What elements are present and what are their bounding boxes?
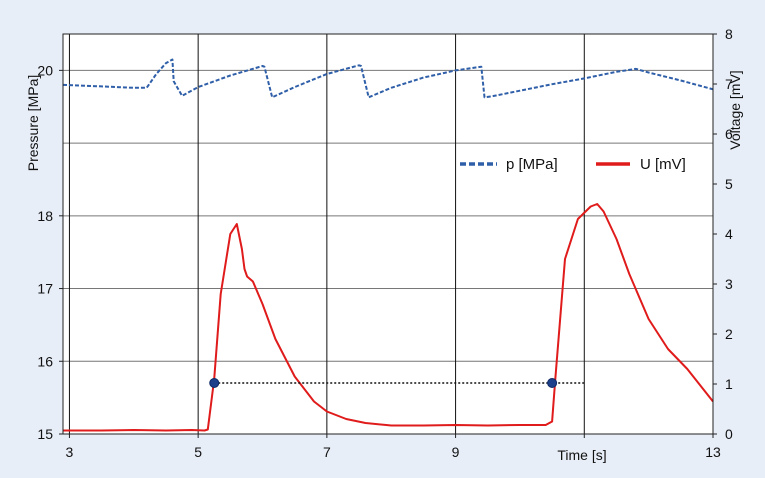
plot-area — [63, 34, 713, 434]
y-right-tick-label: 7 — [725, 76, 733, 92]
y-left-tick-label: 16 — [37, 353, 53, 369]
y-right-tick-label: 5 — [725, 176, 733, 192]
legend-label-pressure: p [MPa] — [506, 156, 558, 173]
pressure-series-line — [62, 58, 714, 99]
y-right-tick-label: 0 — [725, 426, 733, 442]
x-tick-label: 9 — [452, 444, 460, 460]
legend: p [MPa] U [mV] — [460, 156, 686, 173]
y-right-tick-label: 6 — [725, 126, 733, 142]
y-right-tick-label: 3 — [725, 276, 733, 292]
x-tick-label: 7 — [323, 444, 331, 460]
y-left-axis-title: Pressure [MPa] — [25, 75, 41, 171]
legend-label-voltage: U [mV] — [640, 156, 686, 173]
x-tick-label: 3 — [66, 444, 74, 460]
y-left-tick-label: 17 — [37, 281, 53, 297]
y-right-axis-title: Voltage [mV] — [727, 70, 743, 149]
y-right-tick-label: 1 — [725, 376, 733, 392]
onset-marker — [547, 378, 558, 388]
grid — [63, 34, 713, 434]
series-group — [62, 58, 714, 432]
y-left-tick-label: 15 — [37, 426, 53, 442]
y-right-tick-label: 4 — [725, 226, 733, 242]
y-left-tick-label: 18 — [37, 208, 53, 224]
x-tick-label: 5 — [194, 444, 202, 460]
markers-group — [209, 378, 585, 388]
ticks-group: 3 5 7 9 13 15 16 17 18 20 0 1 2 3 4 5 6 7 8 — [37, 26, 733, 460]
y-right-tick-label: 2 — [725, 326, 733, 342]
onset-marker — [209, 378, 220, 388]
voltage-series-line — [63, 203, 714, 432]
x-tick-label: 13 — [705, 444, 721, 460]
y-left-tick-label: 20 — [37, 62, 53, 78]
y-right-tick-label: 8 — [725, 26, 733, 42]
x-axis-title: Time [s] — [557, 447, 606, 463]
